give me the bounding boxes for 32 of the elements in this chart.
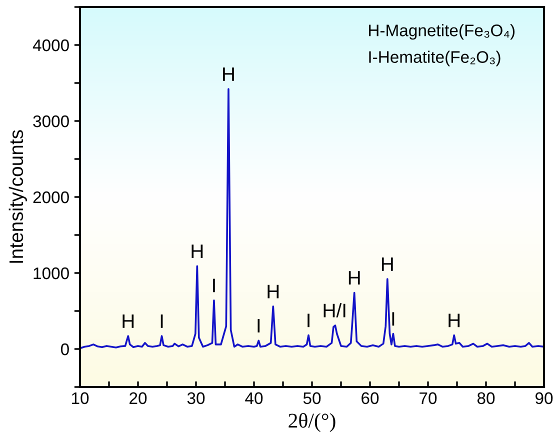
annotation: H	[223, 68, 234, 81]
x-tick-label: 70	[420, 392, 437, 404]
x-tick-label: 50	[303, 392, 321, 404]
annotation: H-Magnetite(Fe₃O₄)	[369, 24, 515, 40]
x-tick-label: 90	[536, 392, 553, 404]
x-tick-label: 30	[187, 392, 205, 404]
annotation: H	[382, 258, 393, 271]
y-tick-label: 4000	[32, 39, 69, 52]
annotation: I-Hematite(Fe₂O₃)	[369, 50, 500, 66]
x-tick-label: 80	[477, 392, 495, 404]
annotation: H	[122, 314, 134, 328]
line-series	[80, 88, 544, 350]
x-tick-label: 20	[130, 392, 147, 404]
y-axis-title: Intensity/counts	[8, 130, 27, 263]
annotation: H/I	[324, 303, 346, 318]
y-tick-label: 1000	[34, 267, 69, 280]
x-tick-label: 60	[362, 392, 379, 404]
annotation: I	[213, 278, 215, 292]
annotation: H	[192, 244, 203, 258]
annotation: I	[258, 319, 260, 332]
y-tick-label: 3000	[33, 115, 69, 128]
annotation: H	[448, 314, 460, 328]
x-axis-title: 2θ/(°)	[288, 412, 336, 432]
annotation: I	[308, 314, 310, 328]
annotation: I	[392, 312, 394, 326]
annotation: H	[268, 284, 279, 298]
y-tick-label: 2000	[33, 191, 69, 204]
annotation: I	[160, 314, 163, 328]
x-tick-label: 40	[245, 392, 263, 404]
annotation: H	[348, 271, 360, 285]
x-tick-label: 10	[72, 392, 89, 404]
y-tick-label: 0	[60, 343, 69, 356]
